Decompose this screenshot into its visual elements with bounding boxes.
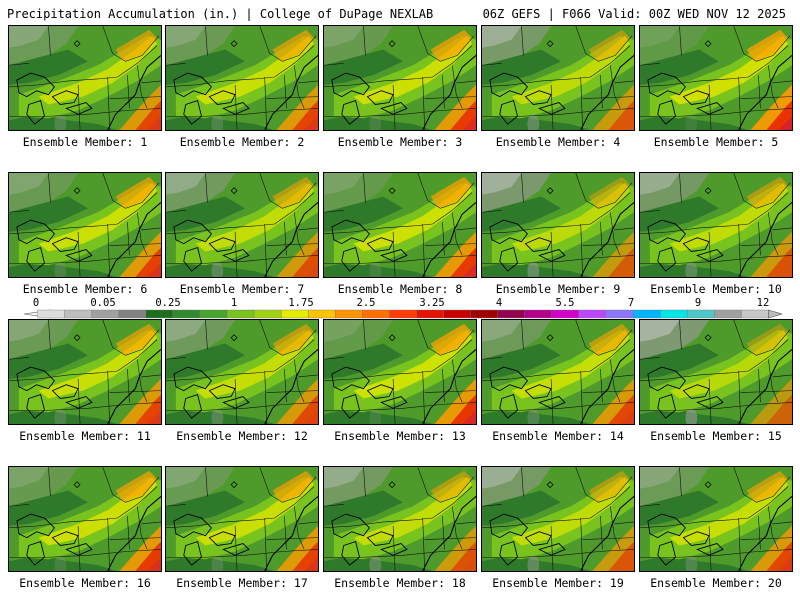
colorbar-segment — [416, 309, 444, 319]
ensemble-member-label: Ensemble Member: 12 — [176, 429, 308, 443]
colorbar-segment — [551, 309, 580, 319]
colorbar-segment — [280, 309, 309, 319]
colorbar-tick-label: 9 — [694, 297, 702, 309]
colorbar-tick-label: 12 — [756, 297, 770, 309]
colorbar-segment — [362, 309, 390, 319]
ensemble-member-map — [323, 172, 477, 278]
ensemble-member-label: Ensemble Member: 14 — [492, 429, 624, 443]
colorbar-tick-label: 1.75 — [288, 297, 314, 309]
ensemble-member-map — [165, 466, 319, 572]
colorbar-tick-label: 3.25 — [419, 297, 445, 309]
colorbar-tick-label: 0.25 — [155, 297, 181, 309]
colorbar-tick-label: 4 — [495, 297, 503, 309]
ensemble-member-label: Ensemble Member: 3 — [337, 135, 463, 149]
colorbar-tick-label: 0 — [32, 297, 40, 309]
ensemble-member-label: Ensemble Member: 2 — [179, 135, 305, 149]
precipitation-colorbar — [24, 309, 782, 319]
colorbar-segment — [118, 309, 147, 319]
colorbar-segment — [91, 309, 119, 319]
ensemble-member-map — [8, 319, 162, 425]
ensemble-member-map — [639, 319, 793, 425]
ensemble-member-map — [639, 172, 793, 278]
colorbar-segment — [524, 309, 553, 319]
model-run-info: 06Z GEFS | F066 Valid: 00Z WED NOV 12 20… — [482, 7, 786, 21]
ensemble-member-map — [323, 319, 477, 425]
colorbar-segment — [714, 309, 742, 319]
ensemble-member-label: Ensemble Member: 20 — [650, 576, 782, 590]
ensemble-member-map — [639, 466, 793, 572]
ensemble-member-label: Ensemble Member: 4 — [495, 135, 621, 149]
ensemble-member-label: Ensemble Member: 19 — [492, 576, 624, 590]
ensemble-member-map — [323, 466, 477, 572]
colorbar-segment — [605, 309, 634, 319]
ensemble-member-label: Ensemble Member: 9 — [495, 282, 621, 296]
colorbar-segment — [470, 309, 498, 319]
colorbar-segment — [145, 309, 174, 319]
colorbar-segment — [199, 309, 228, 319]
ensemble-member-label: Ensemble Member: 18 — [334, 576, 466, 590]
colorbar-segment — [64, 309, 92, 319]
ensemble-member-map — [481, 319, 635, 425]
ensemble-member-map — [8, 466, 162, 572]
ensemble-member-label: Ensemble Member: 11 — [19, 429, 151, 443]
colorbar-segment — [632, 309, 661, 319]
ensemble-member-map — [165, 25, 319, 131]
colorbar-segment — [659, 309, 688, 319]
colorbar-tick-label: 5.5 — [555, 297, 575, 309]
ensemble-member-label: Ensemble Member: 15 — [650, 429, 782, 443]
ensemble-member-map — [481, 172, 635, 278]
ensemble-member-map — [8, 25, 162, 131]
ensemble-member-map — [481, 25, 635, 131]
ensemble-member-map — [165, 319, 319, 425]
colorbar-tick-label: 2.5 — [356, 297, 376, 309]
ensemble-member-label: Ensemble Member: 1 — [22, 135, 148, 149]
ensemble-member-label: Ensemble Member: 16 — [19, 576, 151, 590]
colorbar-tick-label: 0.05 — [90, 297, 116, 309]
colorbar-segment — [226, 309, 255, 319]
ensemble-member-map — [8, 172, 162, 278]
colorbar-segment — [389, 309, 417, 319]
ensemble-member-map — [323, 25, 477, 131]
ensemble-member-map — [165, 172, 319, 278]
colorbar-segment — [578, 309, 607, 319]
ensemble-member-label: Ensemble Member: 8 — [337, 282, 463, 296]
colorbar-tick-label: 1 — [230, 297, 238, 309]
colorbar-segment — [172, 309, 201, 319]
colorbar-segment — [253, 309, 282, 319]
ensemble-member-label: Ensemble Member: 6 — [22, 282, 148, 296]
ensemble-member-label: Ensemble Member: 17 — [176, 576, 308, 590]
ensemble-member-map — [639, 25, 793, 131]
colorbar-tick-label: 7 — [627, 297, 635, 309]
colorbar-segment — [443, 309, 471, 319]
map-title: Precipitation Accumulation (in.) | Colle… — [7, 7, 434, 21]
colorbar-segment — [308, 309, 336, 319]
ensemble-member-map — [481, 466, 635, 572]
ensemble-member-label: Ensemble Member: 10 — [650, 282, 782, 296]
colorbar-segment — [741, 309, 769, 319]
colorbar-segment — [497, 309, 526, 319]
colorbar-segment — [335, 309, 363, 319]
colorbar-segment — [687, 309, 715, 319]
ensemble-member-label: Ensemble Member: 5 — [653, 135, 779, 149]
ensemble-member-label: Ensemble Member: 7 — [179, 282, 305, 296]
ensemble-member-label: Ensemble Member: 13 — [334, 429, 466, 443]
colorbar-segment — [37, 309, 65, 319]
